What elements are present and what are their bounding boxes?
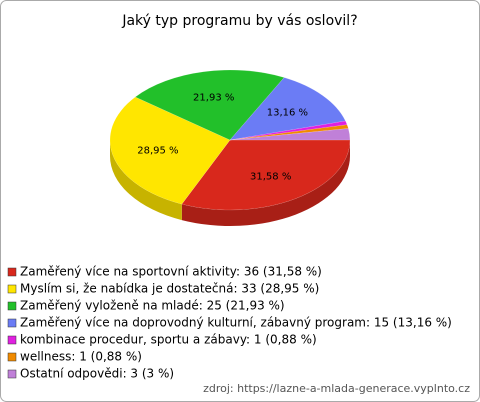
legend-label: Zaměřený více na sportovní aktivity: 36 … — [20, 265, 322, 279]
slice — [229, 124, 349, 141]
legend-swatch — [7, 301, 17, 311]
legend-label: Zaměřený více na doprovodný kulturní, zá… — [20, 316, 452, 330]
slice — [109, 96, 231, 205]
legend-swatch — [7, 284, 17, 294]
slice-side — [181, 140, 350, 227]
slice-label: 21,93 % — [193, 93, 234, 104]
slice-label: 31,58 % — [250, 171, 291, 182]
chart-title: Jaký typ programu by vás oslovil? — [121, 13, 357, 29]
slice — [229, 120, 348, 141]
legend-swatch — [7, 352, 17, 362]
legend-swatch — [7, 267, 17, 277]
slice — [229, 128, 351, 141]
legend-label: Myslím si, že nabídka je dostatečná: 33 … — [20, 282, 319, 296]
slice — [229, 77, 346, 141]
slice-side — [110, 140, 182, 221]
slice — [134, 69, 285, 141]
legend-label: Zaměřený vyloženě na mladé: 25 (21,93 %) — [20, 299, 285, 313]
legend-swatch — [7, 335, 17, 345]
slice-label: 28,95 % — [137, 146, 178, 157]
legend-swatch — [7, 369, 17, 379]
legend-swatch — [7, 318, 17, 328]
legend-label: kombinace procedur, sportu a zábavy: 1 (… — [20, 333, 317, 347]
source: zdroj: https://lazne-a-mlada-generace.vy… — [203, 382, 470, 395]
slice — [181, 139, 351, 211]
slice-label: 13,16 % — [267, 107, 308, 118]
legend-label: wellness: 1 (0,88 %) — [20, 350, 142, 364]
legend-label: Ostatní odpovědi: 3 (3 %) — [20, 367, 174, 381]
